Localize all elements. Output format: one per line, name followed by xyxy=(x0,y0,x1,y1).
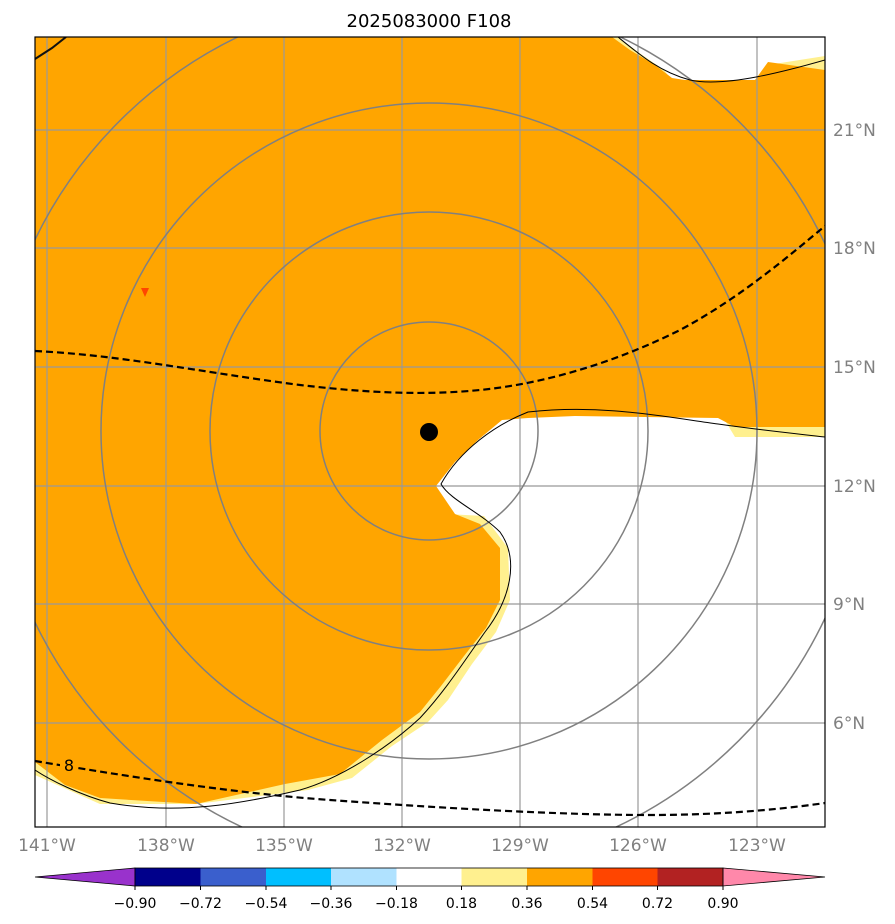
colorbar-bin xyxy=(527,868,593,886)
lon-label: 129°W xyxy=(491,836,549,856)
colorbar-tick-label: −0.72 xyxy=(179,896,222,912)
colorbar-bin xyxy=(135,868,201,886)
storm-center-marker xyxy=(420,423,438,441)
lon-label: 123°W xyxy=(728,836,786,856)
colorbar: −0.90 −0.72 −0.54 −0.36 −0.18 0.18 0.36 … xyxy=(34,867,826,912)
lon-label: 135°W xyxy=(255,836,313,856)
map-area: 8 xyxy=(35,37,825,827)
anomaly-field-main xyxy=(35,37,825,804)
range-ring-3deg xyxy=(319,321,539,541)
colorbar-tick-label: −0.54 xyxy=(245,896,288,912)
colorbar-extend-high xyxy=(722,867,826,887)
lon-label: 138°W xyxy=(137,836,195,856)
colorbar-tick-label: 0.72 xyxy=(642,896,673,912)
colorbar-bin xyxy=(461,868,527,886)
plot-frame xyxy=(34,36,826,828)
range-ring-6deg xyxy=(209,211,649,651)
field-contour xyxy=(35,37,825,809)
colorbar-tick-label: −0.18 xyxy=(375,896,418,912)
anomaly-spot xyxy=(141,288,149,297)
chart-title: 2025083000 F108 xyxy=(347,11,512,32)
range-ring-9deg xyxy=(100,102,758,760)
lon-label: 141°W xyxy=(18,836,76,856)
colorbar-bin xyxy=(266,868,331,886)
lat-label: 21°N xyxy=(833,121,876,141)
dashed-contour-upper xyxy=(35,225,825,395)
colorbar-tick-label: 0.18 xyxy=(446,896,477,912)
colorbar-frame xyxy=(134,867,724,887)
colorbar-bin xyxy=(200,868,266,886)
colorbar-bin xyxy=(592,868,658,886)
solid-contour-topleft xyxy=(35,37,67,60)
colorbar-bin xyxy=(396,868,462,886)
lat-label: 12°N xyxy=(833,477,876,497)
lat-label: 18°N xyxy=(833,239,876,259)
colorbar-bin xyxy=(331,868,397,886)
contour-label: 8 xyxy=(64,756,74,775)
range-rings xyxy=(35,37,825,827)
colorbar-tick-label: 0.90 xyxy=(707,896,738,912)
colorbar-ticks xyxy=(134,886,724,890)
colorbar-tick-label: 0.54 xyxy=(577,896,608,912)
colorbar-tick-label: −0.90 xyxy=(114,896,157,912)
colorbar-tick-label: −0.36 xyxy=(310,896,353,912)
colorbar-tick-label: 0.36 xyxy=(511,896,542,912)
colorbar-bin xyxy=(657,868,723,886)
colorbar-extend-low xyxy=(34,867,136,887)
lon-label: 126°W xyxy=(609,836,667,856)
lon-labels: 141°W 138°W 135°W 132°W 129°W 126°W 123°… xyxy=(18,836,786,856)
lat-label: 6°N xyxy=(833,714,865,734)
gridlines xyxy=(35,37,825,827)
lat-label: 9°N xyxy=(833,595,865,615)
lon-label: 132°W xyxy=(373,836,431,856)
dashed-contour-lower xyxy=(35,759,825,817)
lat-label: 15°N xyxy=(833,358,876,378)
lat-labels: 6°N 9°N 12°N 15°N 18°N 21°N xyxy=(833,121,876,734)
